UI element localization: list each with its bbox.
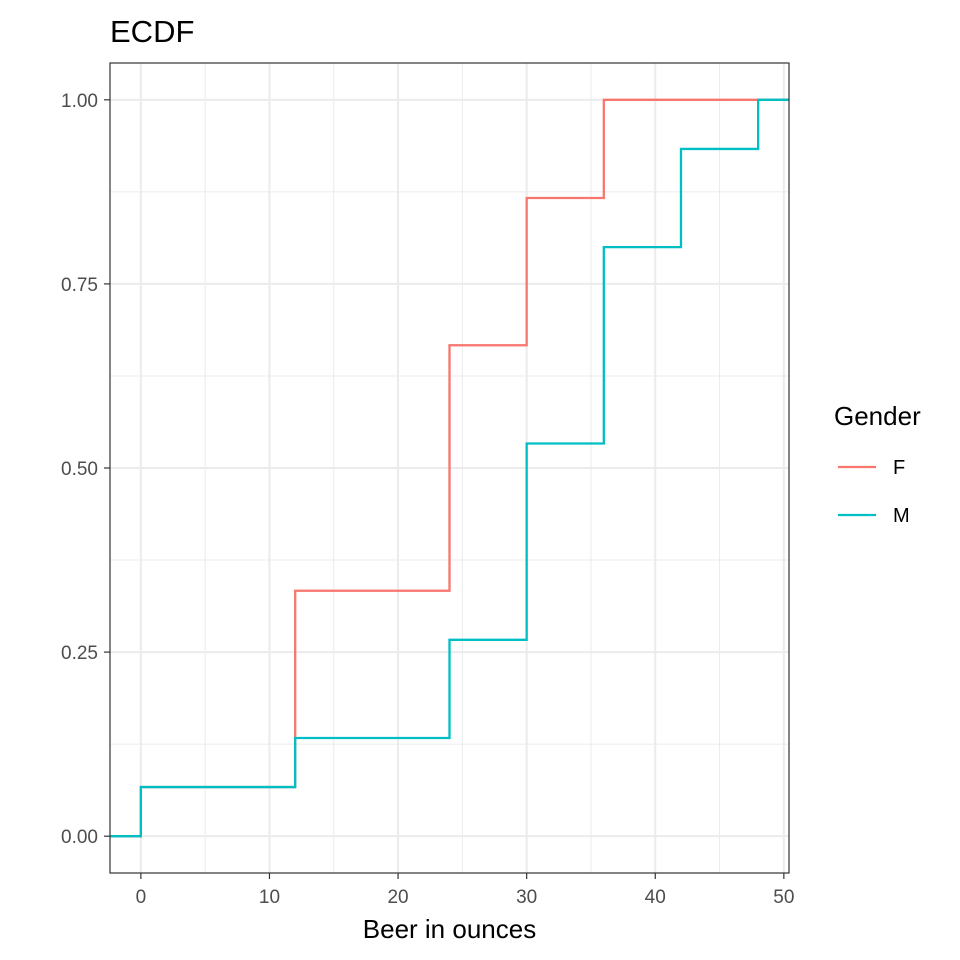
x-tick-label: 20 — [387, 887, 408, 908]
legend-title: Gender — [834, 401, 921, 431]
x-axis: 0 10 20 30 40 50 — [136, 873, 794, 908]
x-tick-label: 50 — [773, 887, 794, 908]
y-axis: 0.00 0.25 0.50 0.75 1.00 — [61, 91, 110, 848]
x-tick-label: 0 — [136, 887, 147, 908]
legend-label-f: F — [893, 457, 905, 479]
y-tick-label: 0.75 — [61, 275, 98, 296]
legend: Gender FM — [834, 401, 921, 527]
series-lines — [110, 98, 789, 838]
x-tick-label: 30 — [516, 887, 537, 908]
y-tick-label: 0.50 — [61, 459, 98, 480]
legend-label-m: M — [893, 505, 910, 527]
y-tick-label: 0.00 — [61, 827, 98, 848]
legend-items: FM — [838, 457, 910, 527]
x-tick-label: 10 — [259, 887, 280, 908]
y-tick-label: 1.00 — [61, 91, 98, 112]
x-axis-title: Beer in ounces — [363, 914, 536, 944]
y-tick-label: 0.25 — [61, 643, 98, 664]
ecdf-line-m — [110, 98, 789, 838]
x-tick-label: 40 — [645, 887, 666, 908]
chart-title: ECDF — [110, 14, 194, 49]
